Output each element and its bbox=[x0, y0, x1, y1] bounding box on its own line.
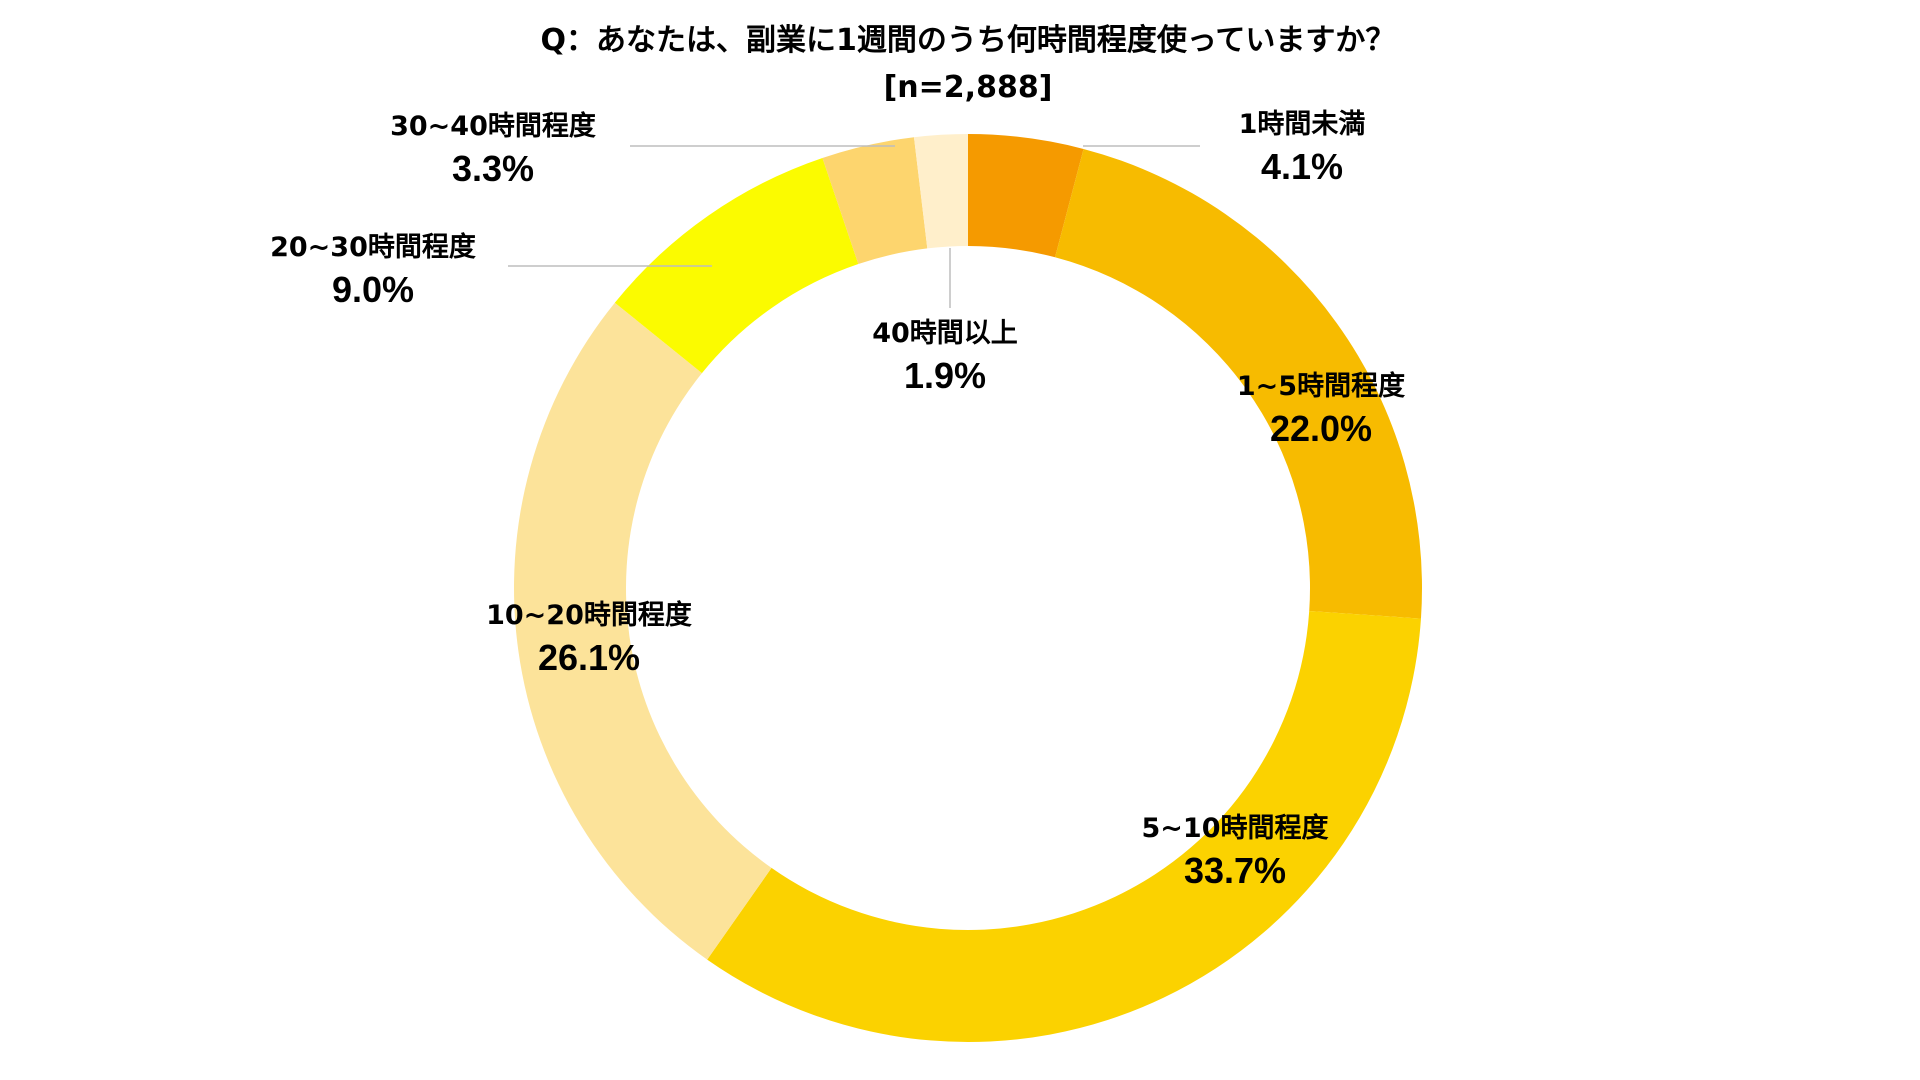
chart-title: Q：あなたは、副業に1週間のうち何時間程度使っていますか？ bbox=[541, 23, 1396, 58]
slice-label-6: 30~40時間程度 bbox=[390, 110, 596, 142]
slice-percent-1: 4.1% bbox=[1261, 146, 1343, 187]
donut-slice-5 bbox=[614, 157, 859, 374]
slice-label-4: 10~20時間程度 bbox=[486, 599, 692, 631]
donut-slice-6 bbox=[822, 137, 928, 265]
leader-lines bbox=[508, 145, 1200, 308]
slice-percent-2: 22.0% bbox=[1270, 408, 1372, 449]
slice-label-2: 1~5時間程度 bbox=[1237, 370, 1405, 402]
slice-label-7: 40時間以上 bbox=[872, 318, 1018, 349]
slice-label-3: 5~10時間程度 bbox=[1142, 812, 1329, 844]
donut-slice-7 bbox=[913, 134, 968, 249]
slice-labels: 1時間未満 4.1% 1~5時間程度 22.0% 5~10時間程度 33.7% 10~20時… bbox=[270, 109, 1405, 891]
donut-slice-2 bbox=[1055, 148, 1422, 619]
slice-percent-4: 26.1% bbox=[538, 637, 640, 678]
donut-slice-1 bbox=[968, 134, 1084, 258]
slice-percent-6: 3.3% bbox=[452, 148, 534, 189]
donut-slice-3 bbox=[707, 611, 1421, 1042]
slice-label-1: 1時間未満 bbox=[1239, 109, 1366, 140]
slice-label-5: 20~30時間程度 bbox=[270, 231, 476, 263]
donut-slices bbox=[514, 134, 1422, 1042]
chart-subtitle: [n=2,888] bbox=[884, 70, 1053, 105]
slice-percent-3: 33.7% bbox=[1184, 850, 1286, 891]
slice-percent-5: 9.0% bbox=[332, 269, 414, 310]
donut-slice-4 bbox=[514, 302, 772, 960]
slice-percent-7: 1.9% bbox=[904, 355, 986, 396]
